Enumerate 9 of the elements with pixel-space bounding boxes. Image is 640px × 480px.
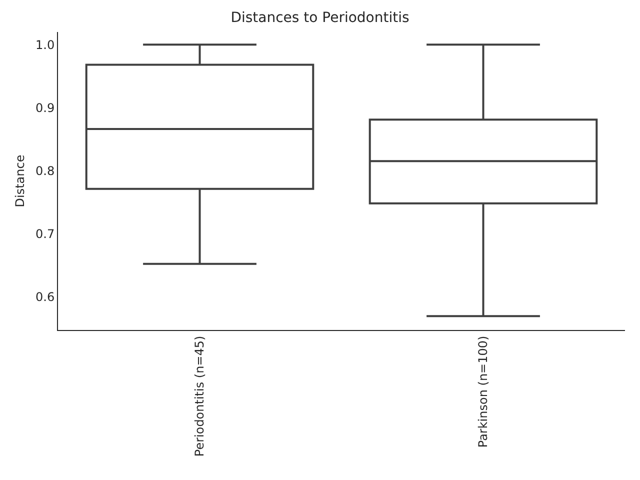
- x-tick-label: Periodontitis (n=45): [192, 336, 207, 457]
- y-axis-title: Distance: [13, 154, 27, 208]
- x-tick-label: Parkinson (n=100): [476, 336, 490, 448]
- y-tick-label: 0.6: [36, 290, 55, 304]
- y-tick-label: 0.7: [36, 226, 55, 241]
- y-tick-label: 0.8: [36, 164, 55, 178]
- chart-title: Distances to Periodontitis: [230, 10, 410, 26]
- y-tick-label: 0.9: [36, 100, 55, 115]
- y-tick-label: 1.0: [36, 38, 55, 52]
